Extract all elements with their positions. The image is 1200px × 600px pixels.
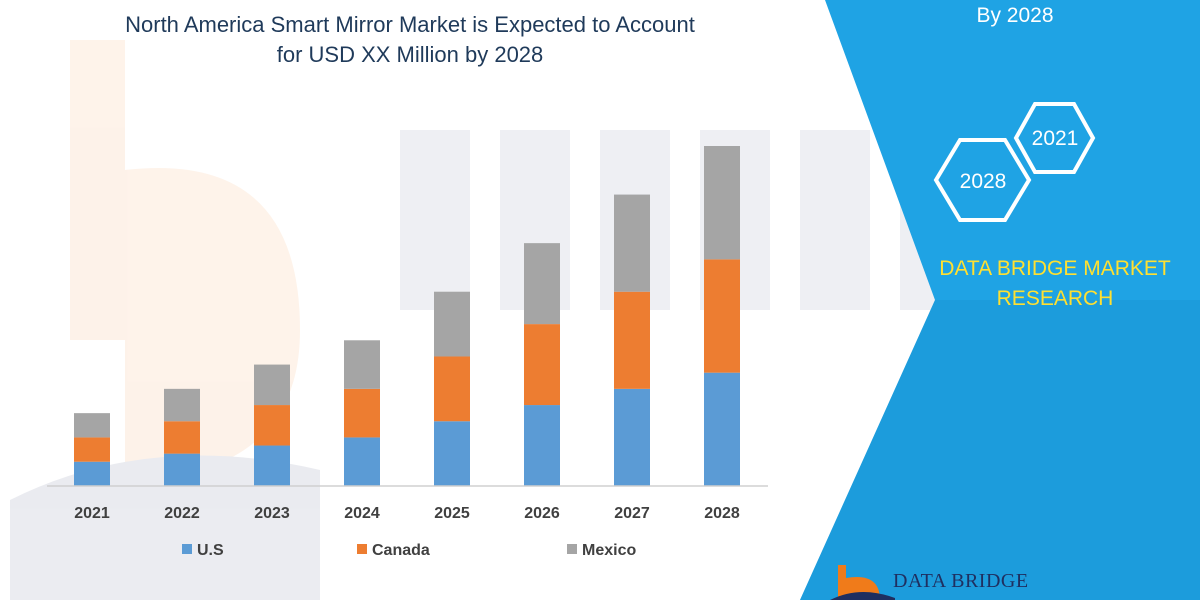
chart-title-line-2: for USD XX Million by 2028 [276,42,544,67]
bar-segment-canada-2025 [434,356,470,422]
bar-segment-us-2024 [344,437,380,486]
bar-segment-canada-2022 [164,421,200,454]
legend-swatch [357,544,367,554]
bar-segment-canada-2028 [704,259,740,373]
bar-segment-mexico-2022 [164,388,200,422]
brand-line-1: DATA BRIDGE MARKET [939,257,1171,280]
x-tick-label: 2027 [614,505,650,522]
bar-segment-canada-2023 [254,405,290,446]
legend-item: Mexico [567,542,636,559]
x-tick-label: 2025 [434,505,470,522]
bar-segment-us-2028 [704,372,740,486]
x-tick-label: 2022 [164,505,200,522]
bar-segment-mexico-2028 [704,146,740,260]
panel-top-text: By 2028 [976,4,1054,27]
chart-title: North America Smart Mirror Market is Exp… [60,10,760,70]
bar-segment-us-2027 [614,388,650,486]
chart-title-line-1: North America Smart Mirror Market is Exp… [125,12,695,37]
legend-item: Canada [357,542,430,559]
bar-segment-canada-2021 [74,437,110,462]
bar-segment-mexico-2025 [434,291,470,357]
bar-segment-mexico-2027 [614,194,650,292]
legend-item: U.S [182,542,224,559]
bar-segment-us-2023 [254,445,290,486]
bar-segment-mexico-2026 [524,243,560,325]
bar-segment-us-2026 [524,405,560,486]
legend-label: Canada [372,542,430,559]
bar-segment-mexico-2021 [74,413,110,438]
stacked-bar-chart: 2021 2022 2023 2024 2025 2026 2027 2028 U.S Canad… [47,146,768,559]
bar-segment-us-2021 [74,461,110,486]
bar-segment-mexico-2023 [254,364,290,406]
footer-logo-text: DATA BRIDGE [893,570,1029,592]
brand-line-2: RESEARCH [996,287,1114,310]
bar-segment-canada-2024 [344,388,380,438]
bar-segment-canada-2027 [614,291,650,389]
legend-swatch [182,544,192,554]
x-tick-label: 2026 [524,505,560,522]
bar-segment-mexico-2024 [344,340,380,389]
brand-text: DATA BRIDGE MARKET RESEARCH [925,254,1185,314]
bar-segment-us-2022 [164,453,200,486]
x-tick-label: 2024 [344,505,380,522]
x-tick-label: 2021 [74,505,110,522]
blue-panel-shade [800,300,1200,600]
x-tick-label: 2028 [704,505,740,522]
bar-segment-canada-2026 [524,324,560,406]
legend-label: U.S [197,542,224,559]
legend-label: Mexico [582,542,636,559]
x-tick-label: 2023 [254,505,290,522]
blue-panel [800,0,1200,600]
legend-swatch [567,544,577,554]
bar-segment-us-2025 [434,421,470,486]
